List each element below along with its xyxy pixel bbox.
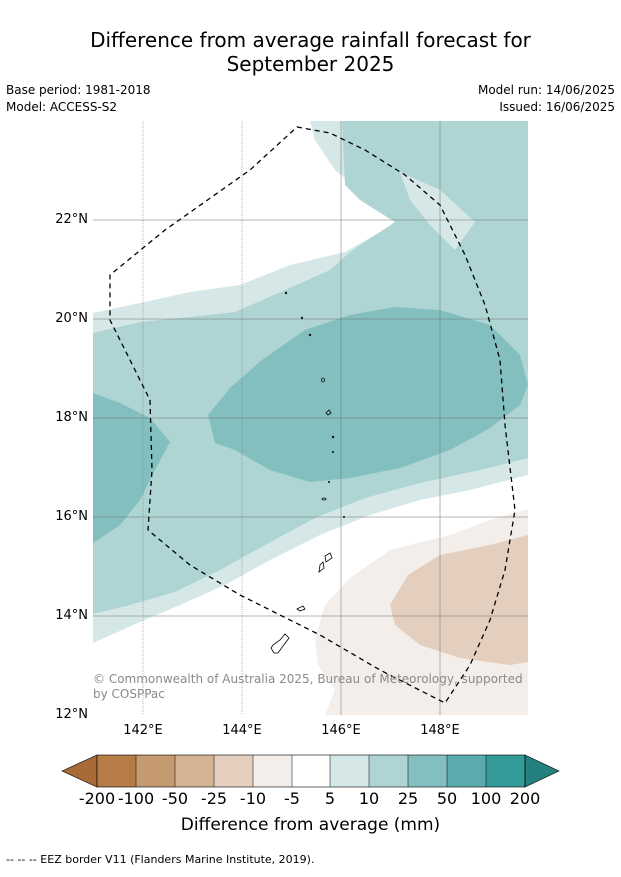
rain-region-5-10-upper [400, 172, 475, 250]
colorbar-segment [408, 755, 447, 787]
title-line-2: September 2025 [226, 52, 395, 76]
colorbar-segment [253, 755, 292, 787]
colorbar-segment [447, 755, 486, 787]
colorbar-segment [175, 755, 214, 787]
lat-label-22: 22°N [55, 212, 88, 227]
model-name: Model: ACCESS-S2 [6, 100, 118, 114]
colorbar-label: -5 [284, 789, 300, 808]
colorbar-label: 100 [470, 789, 502, 808]
lon-label-144: 144°E [222, 723, 262, 738]
meta-left: Base period: 1981-2018 Model: ACCESS-S2 [6, 82, 151, 116]
eez-footnote: -- -- -- EEZ border V11 (Flanders Marine… [6, 853, 315, 866]
rain-region-25-50-center [208, 307, 528, 482]
colorbar-segment [369, 755, 408, 787]
colorbar-segment [330, 755, 369, 787]
grid-lines [93, 121, 528, 715]
colorbar-label: 50 [436, 789, 458, 808]
island [300, 316, 304, 320]
colorbar-segment [136, 755, 175, 787]
map-layers [93, 121, 528, 715]
island-tinian [324, 552, 333, 563]
title-line-1: Difference from average rainfall forecas… [90, 28, 531, 52]
colorbar-segment [292, 755, 330, 787]
lat-label-16: 16°N [55, 509, 88, 524]
lat-label-18: 18°N [55, 410, 88, 425]
colorbar-label: -200 [78, 789, 116, 808]
colorbar-segment [214, 755, 253, 787]
colorbar-title: Difference from average (mm) [180, 815, 441, 835]
meta-right: Model run: 14/06/2025 Issued: 16/06/2025 [478, 82, 615, 116]
colorbar-label: -25 [200, 789, 228, 808]
colorbar-frame [96, 754, 526, 788]
island-guam [270, 633, 290, 654]
colorbar [61, 754, 560, 788]
island [308, 333, 312, 337]
colorbar-label: 5 [324, 789, 336, 808]
colorbar-label: 200 [509, 789, 541, 808]
copyright-notice: © Commonwealth of Australia 2025, Bureau… [93, 672, 523, 701]
island [325, 409, 332, 416]
colorbar-label: 25 [397, 789, 419, 808]
island-saipan-area [342, 516, 345, 519]
islands [270, 291, 345, 654]
colorbar-min-arrow [61, 754, 98, 788]
lat-label-12: 12°N [55, 707, 88, 722]
dry-region-minus25-minus10 [390, 535, 528, 665]
lon-label-146: 146°E [321, 723, 361, 738]
island [327, 480, 330, 483]
colorbar-label: 10 [358, 789, 380, 808]
eez-border [109, 126, 516, 704]
colorbar-label: -10 [239, 789, 267, 808]
island [331, 435, 335, 439]
issued-date: Issued: 16/06/2025 [499, 100, 615, 114]
colorbar-label: -50 [161, 789, 189, 808]
model-run: Model run: 14/06/2025 [477, 83, 615, 97]
island [331, 450, 334, 453]
lat-label-20: 20°N [55, 311, 88, 326]
island [321, 377, 325, 383]
lat-label-14: 14°N [55, 608, 88, 623]
island [321, 497, 327, 501]
island-rota [318, 561, 325, 573]
base-period: Base period: 1981-2018 [6, 83, 151, 97]
colorbar-max-arrow [524, 754, 560, 788]
colorbar-dividers [135, 755, 487, 787]
lon-label-142: 142°E [123, 723, 163, 738]
colorbar-label: -100 [117, 789, 155, 808]
colorbar-segment [486, 755, 525, 787]
lon-label-148: 148°E [420, 723, 460, 738]
island [296, 605, 306, 612]
island [284, 291, 288, 295]
map-title: Difference from average rainfall forecas… [0, 28, 621, 76]
colorbar-segment [97, 755, 136, 787]
